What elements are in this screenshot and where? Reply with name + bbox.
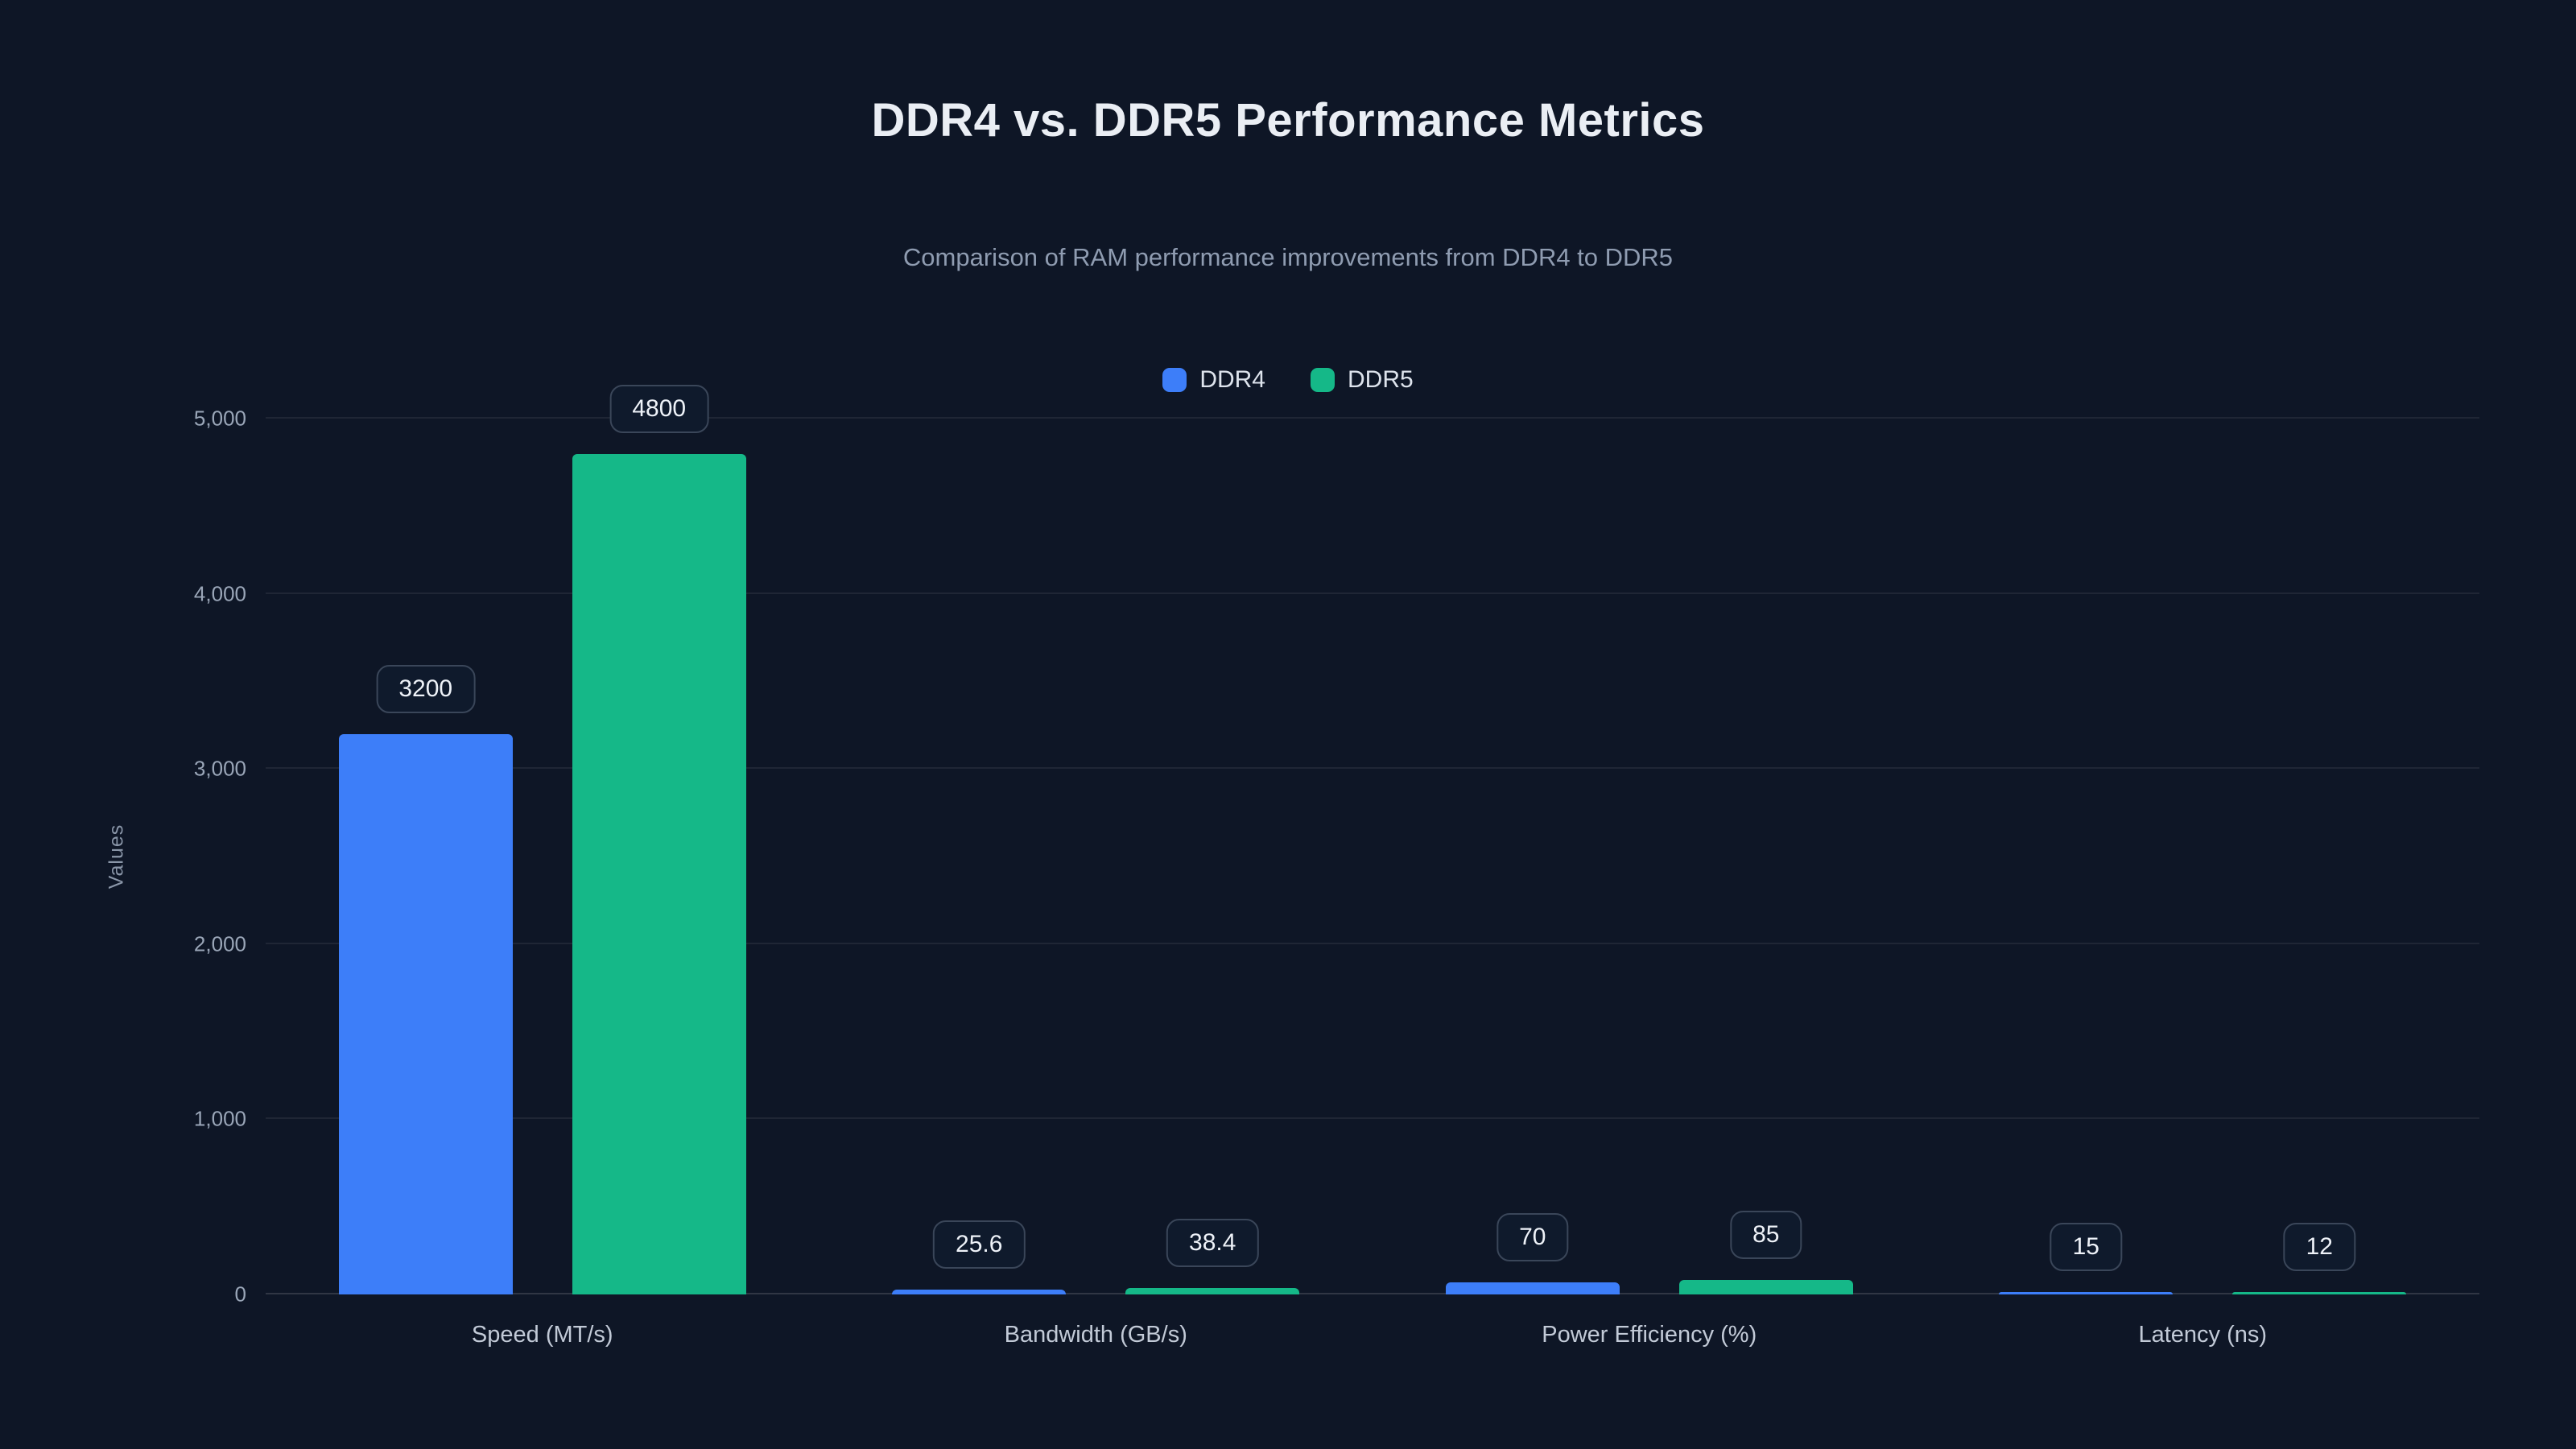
gridline (266, 592, 2479, 594)
bar-ddr4-2: 70 (1445, 1212, 1620, 1294)
bar-ddr5-2: 85 (1678, 1210, 1853, 1294)
bar-ddr5-1: 38.4 (1125, 1218, 1300, 1294)
gridline (266, 767, 2479, 770)
legend-label-ddr5: DDR5 (1348, 366, 1414, 393)
legend-swatch-ddr4 (1162, 368, 1187, 392)
chart-title: DDR4 vs. DDR5 Performance Metrics (871, 94, 1705, 147)
category-group: 25.6 38.4 Bandwidth (GB/s) (819, 419, 1373, 1348)
bar-pair: 3200 4800 (266, 384, 819, 1294)
x-axis-label: Bandwidth (GB/s) (1004, 1322, 1187, 1348)
bar-ddr4-0: 3200 (338, 664, 513, 1294)
bar-pair: 70 85 (1373, 1210, 1926, 1294)
bar-ddr5-0: 4800 (572, 384, 746, 1294)
y-axis-tick: 0 (234, 1282, 246, 1307)
chart-subtitle: Comparison of RAM performance improvemen… (902, 243, 1674, 271)
y-axis-tick: 3,000 (193, 756, 246, 781)
legend-item-ddr5[interactable]: DDR5 (1311, 366, 1414, 394)
category-group: 15 12 Latency (ns) (1926, 419, 2480, 1348)
gridline (266, 1117, 2479, 1120)
y-axis-tick: 5,000 (193, 406, 246, 431)
bar-pair: 15 12 (1926, 1222, 2480, 1294)
bar-ddr4-1: 25.6 (892, 1220, 1067, 1294)
category-group: 70 85 Power Efficiency (%) (1373, 419, 1926, 1348)
bar-ddr5-3: 12 (2232, 1223, 2407, 1294)
data-label-ddr5-2: 85 (1730, 1210, 1802, 1259)
x-axis-label: Speed (MT/s) (471, 1322, 613, 1348)
y-axis-tick: 2,000 (193, 931, 246, 956)
x-axis-label: Power Efficiency (%) (1542, 1322, 1757, 1348)
bar-groups: 3200 4800 Speed (MT/s) 25.6 38.4 Bandwidth (G… (266, 384, 2480, 1348)
data-label-ddr5-1: 38.4 (1166, 1218, 1259, 1267)
y-axis-tick: 4,000 (193, 581, 246, 606)
data-label-ddr4-0: 3200 (376, 664, 476, 713)
plot-area: 0 1,000 2,000 3,000 4,000 5,000 3200 4800 Speed … (194, 384, 2480, 1348)
data-label-ddr5-3: 12 (2283, 1223, 2355, 1271)
data-label-ddr4-1: 25.6 (933, 1220, 1026, 1269)
legend-label-ddr4: DDR4 (1199, 366, 1265, 393)
category-group: 3200 4800 Speed (MT/s) (266, 384, 819, 1348)
legend-item-ddr4[interactable]: DDR4 (1162, 366, 1265, 394)
y-axis-tick: 1,000 (193, 1106, 246, 1131)
data-label-ddr4-2: 70 (1496, 1212, 1569, 1261)
y-axis-title: Values (105, 824, 128, 890)
legend-swatch-ddr5 (1311, 368, 1335, 392)
bar-pair: 25.6 38.4 (819, 1218, 1373, 1294)
x-axis-label: Latency (ns) (2138, 1322, 2268, 1348)
data-label-ddr4-3: 15 (2050, 1222, 2122, 1271)
data-label-ddr5-0: 4800 (609, 384, 709, 433)
gridline (266, 417, 2479, 419)
bar-ddr4-3: 15 (1999, 1222, 2174, 1294)
gridline (266, 1293, 2479, 1294)
gridline (266, 942, 2479, 944)
legend: DDR4 DDR5 (0, 366, 2576, 394)
